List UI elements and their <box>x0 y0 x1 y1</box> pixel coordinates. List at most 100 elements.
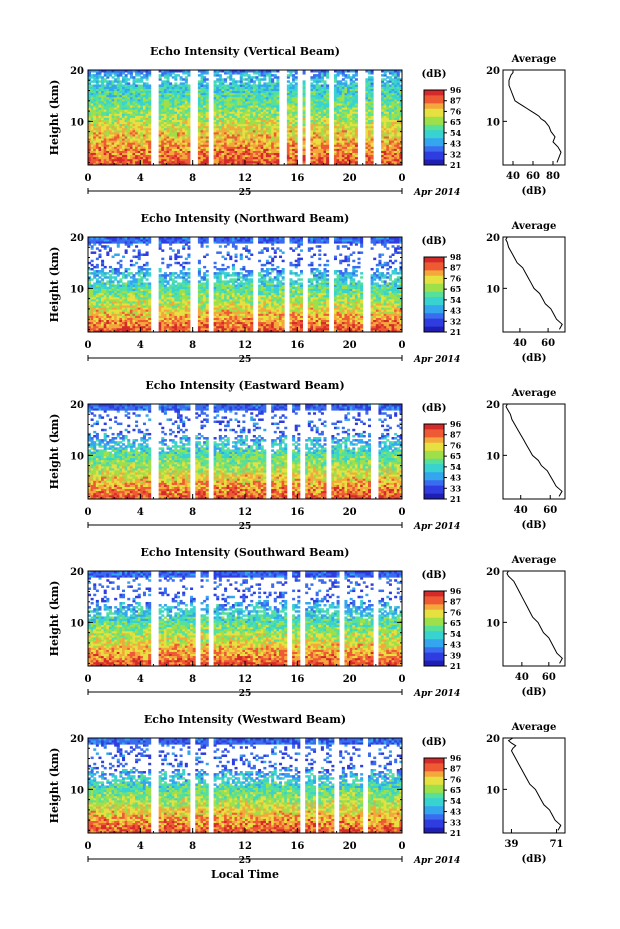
heatmap-cell <box>389 84 392 86</box>
heatmap-cell <box>337 80 340 82</box>
heatmap-cell <box>122 84 125 86</box>
heatmap-cell <box>214 80 217 82</box>
heatmap-cell <box>91 84 94 86</box>
heatmap-cell <box>187 84 190 86</box>
heatmap-cell <box>386 80 389 82</box>
heatmap-cell <box>287 84 290 86</box>
heatmap-cell <box>258 78 261 80</box>
heatmap-cell <box>318 84 321 86</box>
panel-title: Echo Intensity (Northward Beam) <box>141 212 350 225</box>
heatmap-cell <box>237 80 240 82</box>
x-tick-label: 0 <box>399 173 406 184</box>
heatmap-cell <box>203 76 206 78</box>
heatmap-cell <box>253 80 256 82</box>
heatmap-cell <box>138 78 141 80</box>
heatmap-cell <box>164 80 167 82</box>
heatmap-cell <box>310 76 313 78</box>
average-y-tick-label: 10 <box>486 117 500 128</box>
heatmap-cell <box>227 76 230 78</box>
radar-echo-figure: Echo Intensity (Vertical Beam) 10 20 Height… <box>0 0 620 929</box>
x-tick-label: 8 <box>189 173 196 184</box>
average-title: Average <box>511 54 557 65</box>
heatmap-cell <box>352 74 355 76</box>
heatmap-cell <box>140 76 143 78</box>
heatmap-cell <box>104 84 107 86</box>
heatmap-cell <box>112 76 115 78</box>
heatmap-cell <box>203 84 206 86</box>
heatmap-cell <box>339 80 342 82</box>
heatmap-cell <box>143 82 146 84</box>
y-tick-label: 20 <box>70 66 84 77</box>
heatmap-cell <box>384 78 387 80</box>
heatmap-cell <box>371 76 374 78</box>
heatmap-cell <box>229 82 232 84</box>
heatmap-cell <box>180 82 183 84</box>
heatmap-cell <box>255 76 258 78</box>
heatmap-cell <box>352 80 355 82</box>
heatmap-cell <box>125 74 128 76</box>
heatmap-cell <box>261 78 264 80</box>
heatmap-cell <box>392 78 395 80</box>
heatmap-cell <box>127 78 130 80</box>
heatmap-cell <box>130 84 133 86</box>
heatmap-cell <box>159 84 162 86</box>
heatmap-cell <box>271 78 274 80</box>
heatmap-cell <box>242 82 245 84</box>
heatmap-cell <box>174 74 177 76</box>
heatmap-cell <box>98 84 101 86</box>
heatmap-cell <box>104 78 107 80</box>
heatmap-cell <box>276 76 279 78</box>
heatmap-cell <box>274 74 277 76</box>
x-tick-label: 0 <box>85 173 92 184</box>
heatmap-cell <box>98 80 101 82</box>
colorbar-tick-label: 87 <box>450 96 461 106</box>
y-axis-label: Height (km) <box>48 80 61 156</box>
heatmap-cell <box>321 84 324 86</box>
heatmap-cell <box>135 84 138 86</box>
heatmap-cell <box>295 76 298 78</box>
heatmap-cell <box>313 84 316 86</box>
panel-title: Echo Intensity (Vertical Beam) <box>150 45 340 58</box>
heatmap-cell <box>287 74 290 76</box>
heatmap-cell <box>172 84 175 86</box>
heatmap-cell <box>235 80 238 82</box>
heatmap-cell <box>381 74 384 76</box>
heatmap-cell <box>347 84 350 86</box>
heatmap-cell <box>274 82 277 84</box>
heatmap-cell <box>310 82 313 84</box>
heatmap-cell <box>216 84 219 86</box>
heatmap-cell <box>227 84 230 86</box>
heatmap-cell <box>381 78 384 80</box>
heatmap-cell <box>185 76 188 78</box>
heatmap-cell <box>93 74 96 76</box>
heatmap-cell <box>334 84 337 86</box>
heatmap-cell <box>271 74 274 76</box>
colorbar-tick-label: 54 <box>450 128 462 138</box>
heatmap-cell <box>261 84 264 86</box>
average-x-tick-label: 80 <box>546 171 560 182</box>
heatmap-cell <box>114 78 117 80</box>
heatmap-cell <box>237 84 240 86</box>
heatmap-cell <box>250 76 253 78</box>
heatmap-cell <box>313 74 316 76</box>
heatmap-cell <box>177 74 180 76</box>
heatmap-cell <box>146 82 149 84</box>
heatmap-cell <box>344 74 347 76</box>
date-label: Apr 2014 <box>413 188 460 198</box>
heatmap-cell <box>132 76 135 78</box>
heatmap-cell <box>224 84 227 86</box>
heatmap-cell <box>344 80 347 82</box>
heatmap-cell <box>292 84 295 86</box>
heatmap-cell <box>174 82 177 84</box>
heatmap-cell <box>292 74 295 76</box>
x-tick-label: 12 <box>238 173 252 184</box>
heatmap-cell <box>91 74 94 76</box>
heatmap-cell <box>255 84 258 86</box>
heatmap-cell <box>245 78 248 80</box>
heatmap-cell <box>143 74 146 76</box>
heatmap-cell <box>342 78 345 80</box>
heatmap-cell <box>245 82 248 84</box>
heatmap-cell <box>386 76 389 78</box>
heatmap-cell <box>109 80 112 82</box>
heatmap-cell <box>350 76 353 78</box>
